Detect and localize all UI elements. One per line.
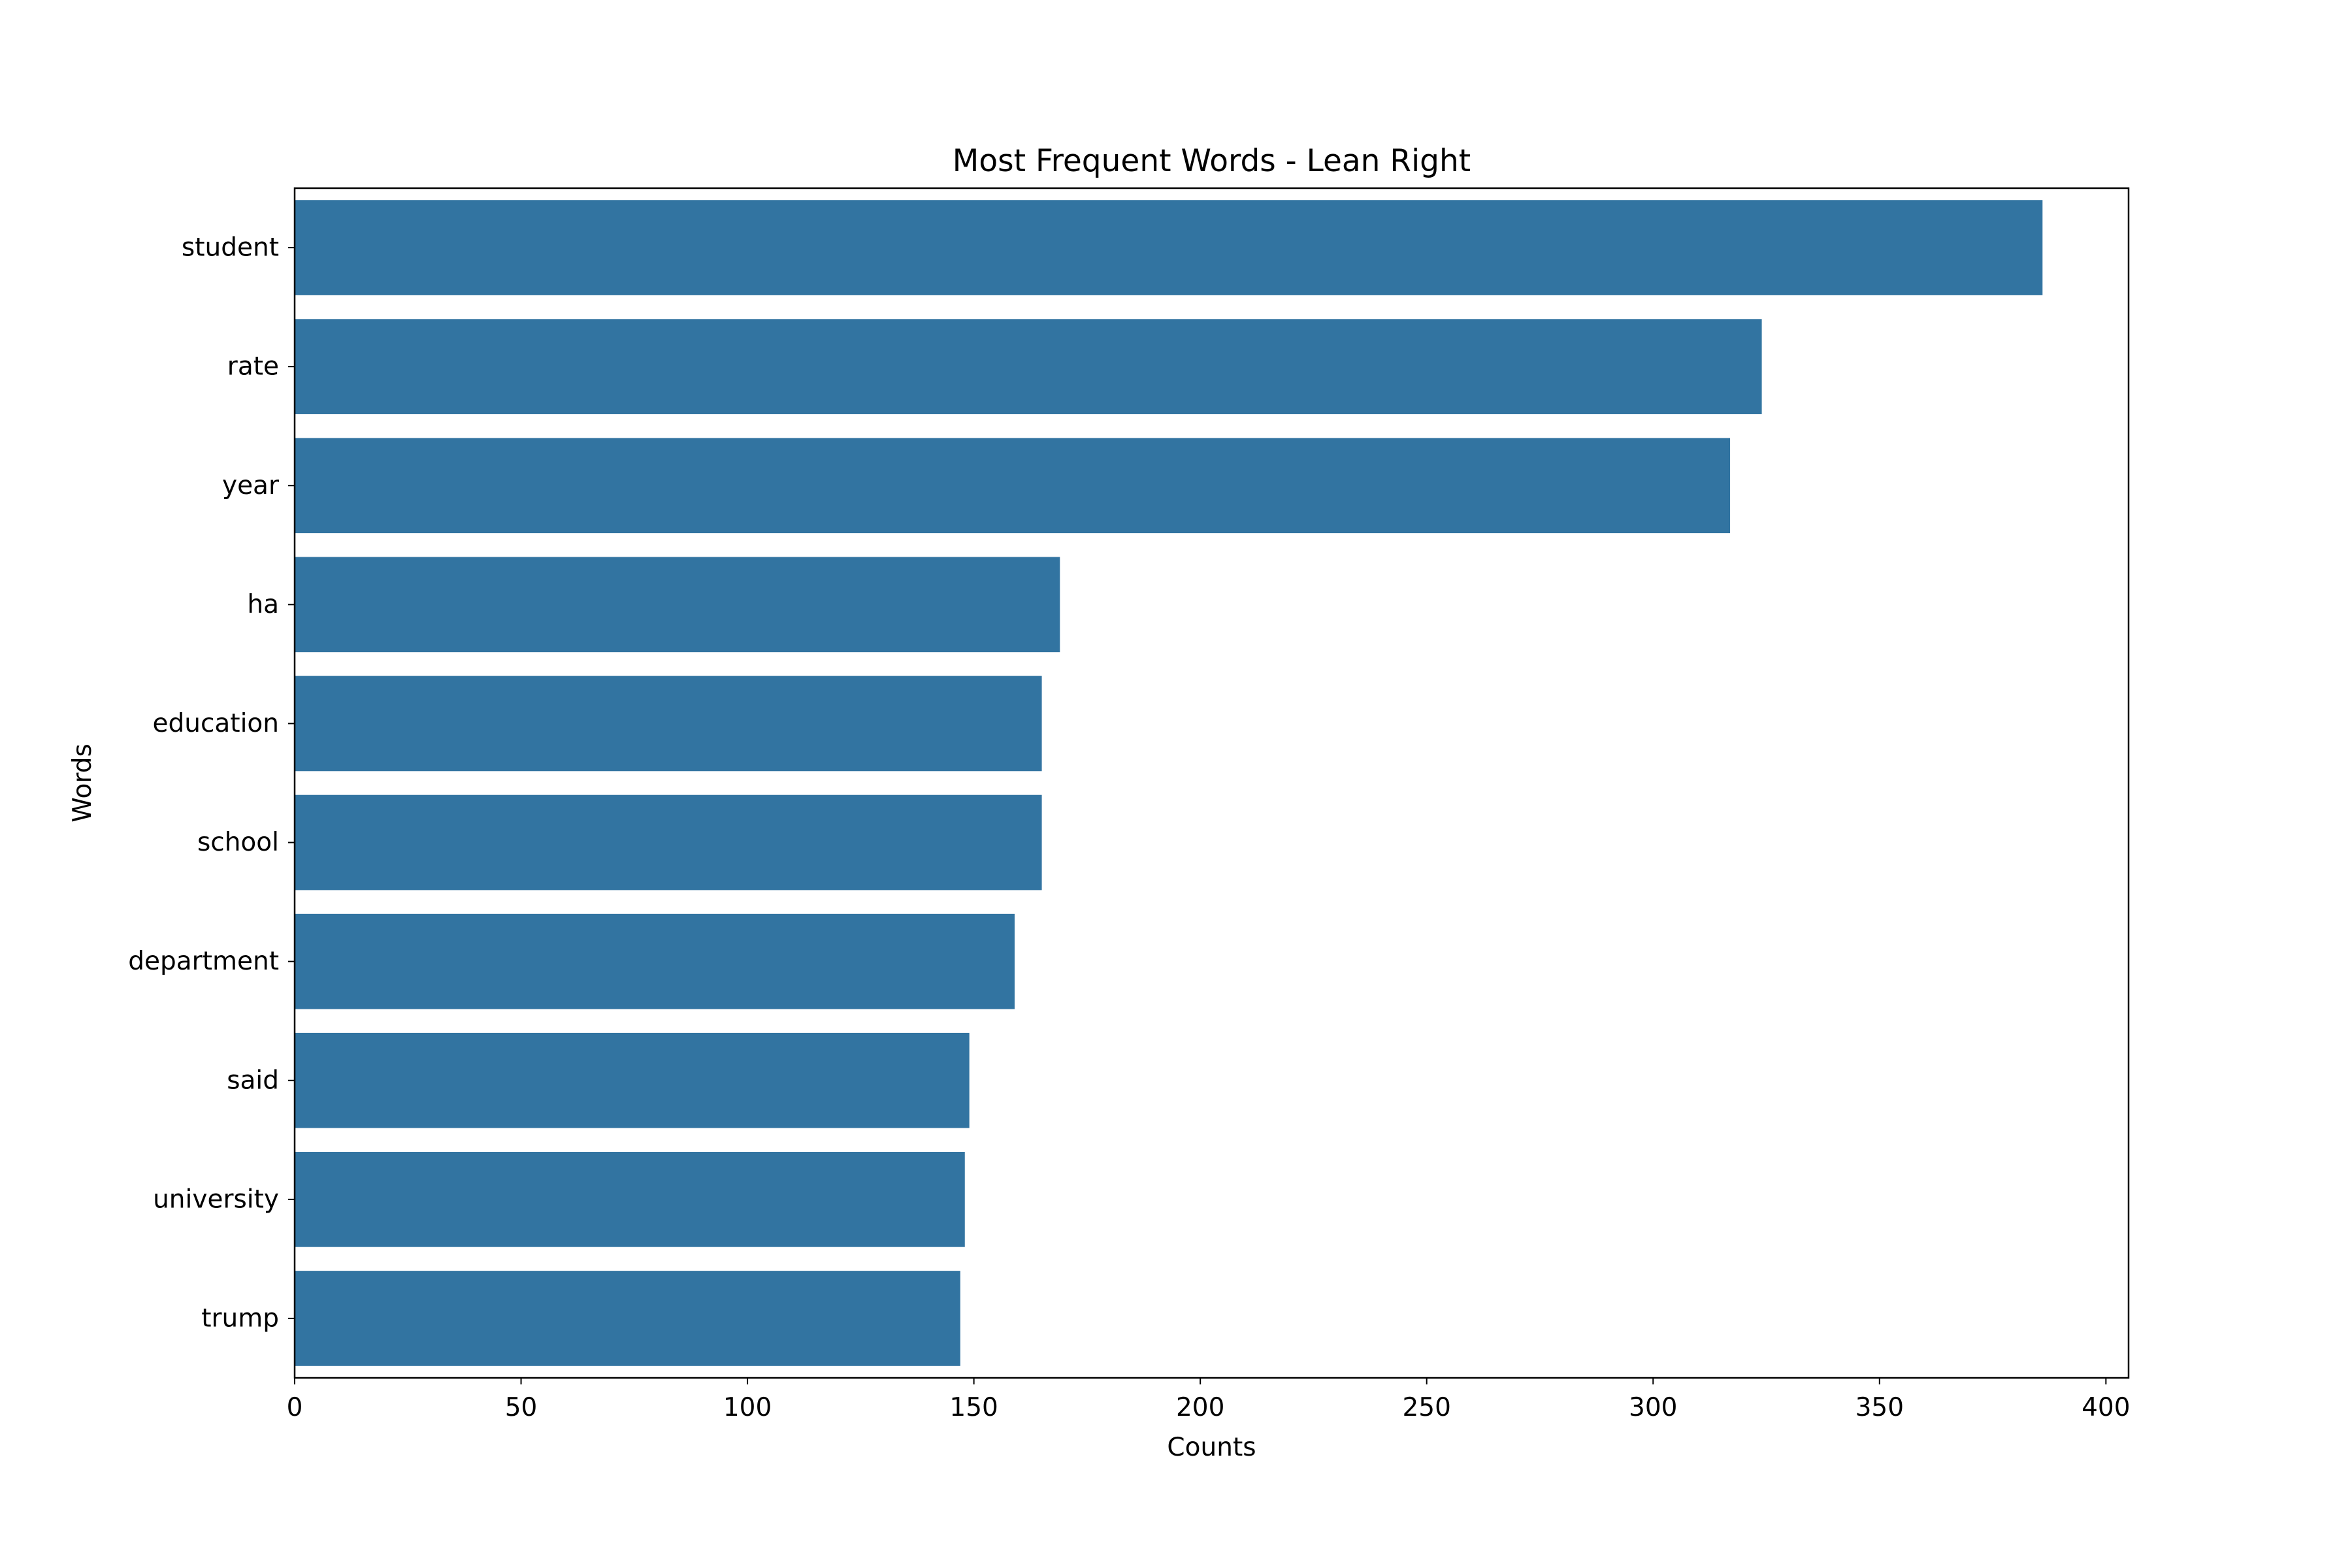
x-tick-label-150: 150 xyxy=(949,1393,998,1422)
bar-said xyxy=(295,1032,970,1128)
y-tick-label-year: year xyxy=(222,471,280,500)
plot-frame xyxy=(293,187,2130,1379)
bar-university xyxy=(295,1152,965,1247)
bar-trump xyxy=(295,1271,960,1366)
bar-rate xyxy=(295,319,1762,414)
x-tick-label-250: 250 xyxy=(1402,1393,1450,1422)
bar-ha xyxy=(295,557,1060,653)
y-tick-label-department: department xyxy=(128,947,279,976)
bar-department xyxy=(295,913,1015,1009)
bars-layer xyxy=(295,200,2043,1366)
y-tick-label-education: education xyxy=(152,709,279,738)
x-tick-label-300: 300 xyxy=(1629,1393,1677,1422)
x-tick-label-0: 0 xyxy=(287,1393,303,1422)
x-tick-label-400: 400 xyxy=(2082,1393,2130,1422)
y-tick-label-said: said xyxy=(227,1066,279,1095)
bar-education xyxy=(295,676,1042,772)
y-tick-label-rate: rate xyxy=(227,352,279,382)
y-axis-ticks: student rate year ha education school departme… xyxy=(128,233,295,1333)
y-tick-label-university: university xyxy=(153,1184,279,1214)
y-tick-label-school: school xyxy=(197,828,279,857)
x-axis-title: Counts xyxy=(1167,1433,1256,1462)
x-tick-label-50: 50 xyxy=(505,1393,538,1422)
bar-student xyxy=(295,200,2043,295)
x-tick-label-200: 200 xyxy=(1176,1393,1224,1422)
bar-year xyxy=(295,438,1731,534)
x-tick-label-350: 350 xyxy=(1855,1393,1904,1422)
y-tick-label-ha: ha xyxy=(247,590,279,619)
x-axis-ticks: 0 50 100 150 200 250 300 350 400 xyxy=(287,1378,2131,1422)
bar-school xyxy=(295,794,1042,890)
y-tick-label-trump: trump xyxy=(201,1303,279,1333)
x-tick-label-100: 100 xyxy=(723,1393,772,1422)
chart-title: Most Frequent Words - Lean Right xyxy=(953,143,1471,179)
y-tick-label-student: student xyxy=(182,233,279,263)
y-axis-title: Words xyxy=(68,743,97,823)
